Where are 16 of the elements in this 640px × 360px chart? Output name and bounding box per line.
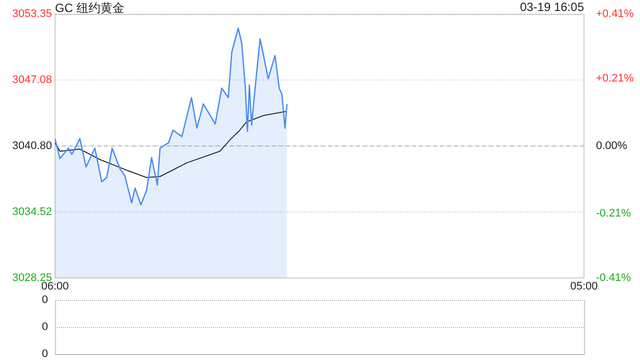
y-tick-label: 3034.52 [12, 206, 52, 218]
y2-tick-label: +0.41% [596, 8, 634, 20]
y2-tick-label: -0.41% [596, 272, 632, 284]
x-tick-label: 06:00 [41, 280, 69, 293]
y2-tick-label: 0.00% [596, 140, 628, 152]
text: 0 [42, 348, 48, 360]
chart-title: GC 纽约黄金 [55, 0, 124, 17]
y2-tick-label: +0.21% [596, 72, 634, 84]
chart-subtitle: 03-19 16:05 [520, 0, 584, 14]
y-tick-label: 3047.08 [12, 74, 52, 86]
x-tick-label: 05:00 [570, 280, 598, 293]
text: 0 [42, 294, 48, 306]
y-tick-label: 3040.80 [12, 140, 52, 152]
y2-tick-label: -0.21% [596, 208, 632, 220]
y-tick-label: 3053.35 [12, 8, 52, 20]
text: 0 [42, 321, 48, 333]
